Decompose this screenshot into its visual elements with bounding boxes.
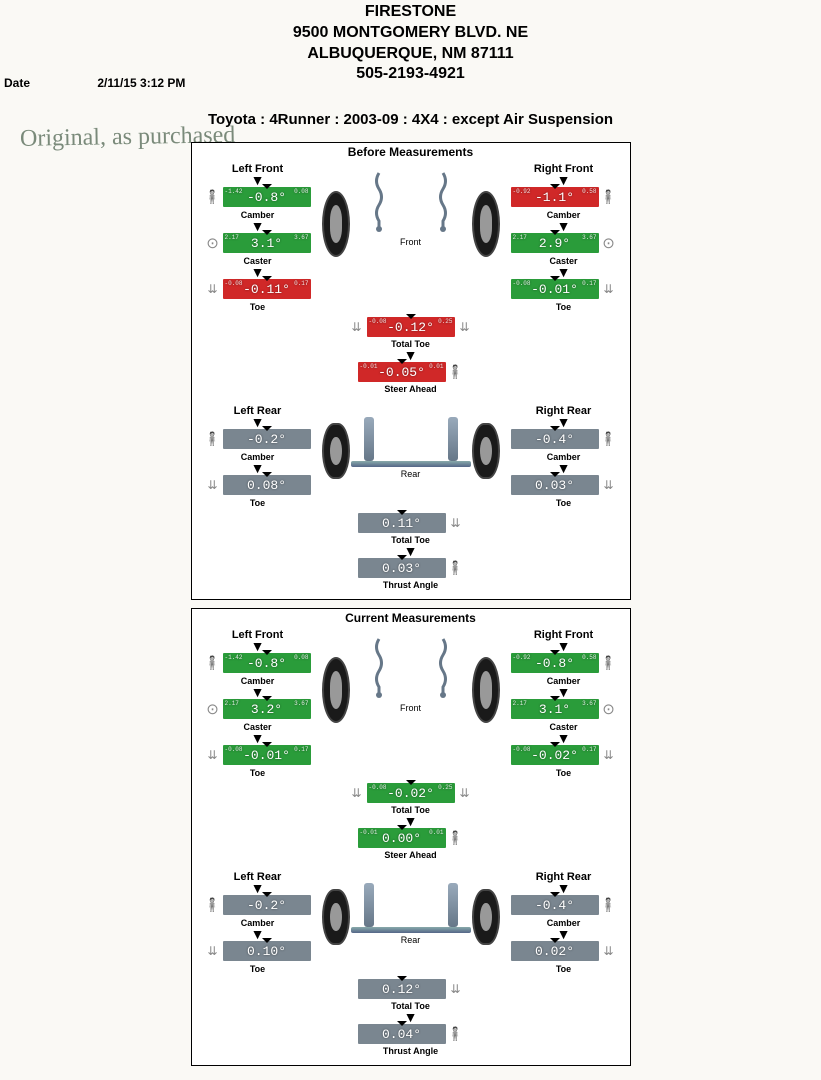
shop-name: FIRESTONE (0, 2, 821, 23)
rear-strut-icon (364, 417, 374, 461)
before-panel: Before Measurements Left Front ▼ -1.42 -… (191, 142, 631, 600)
steer-ahead-gauge-cur: -0.01 0.00° 0.01 (358, 828, 446, 848)
wheel-icon (472, 191, 500, 257)
rear-total-toe-gauge: 0.11° (358, 513, 446, 533)
front-total-toe-gauge: -0.08 -0.12° 0.25 (367, 317, 455, 337)
camber-icon (601, 185, 617, 209)
wheel-icon (322, 191, 350, 257)
thrust-angle-gauge-cur: 0.04° (358, 1024, 446, 1044)
rf-caster-gauge-cur: 2.17 3.1° 3.67 (511, 699, 599, 719)
rear-axle-icon (351, 461, 471, 467)
left-rear-col: Left Rear ▼ -0.2° Camber ▼ 0.08° Toe (198, 405, 318, 509)
wheel-icon (472, 657, 500, 723)
lf-caster-gauge: 2.17 3.1° 3.67 (223, 233, 311, 253)
date-value: 2/11/15 3:12 PM (97, 76, 185, 90)
current-panel: Current Measurements Left Front ▼ -1.42 … (191, 608, 631, 1066)
front-axle-before: Left Front ▼ -1.42 -0.8° 0.08 Camber ▼ (192, 161, 630, 397)
right-rear-col: Right Rear ▼ -0.4° Camber ▼ 0.03° Toe (504, 405, 624, 509)
lf-toe-gauge: -0.08 -0.11° 0.17 (223, 279, 311, 299)
lr-toe-gauge: 0.08° (223, 475, 311, 495)
wheel-icon (472, 889, 500, 945)
rear-axle-before: Left Rear ▼ -0.2° Camber ▼ 0.08° Toe (192, 403, 630, 593)
wheel-icon (322, 657, 350, 723)
rr-toe-gauge: 0.03° (511, 475, 599, 495)
lr-camber-gauge: -0.2° (223, 429, 311, 449)
rf-toe-gauge-cur: -0.08 -0.02° 0.17 (511, 745, 599, 765)
wheel-icon (472, 423, 500, 479)
caster-icon (601, 231, 617, 255)
front-total-toe-gauge-cur: -0.08 -0.02° 0.25 (367, 783, 455, 803)
front-suspension-graphic: Front (370, 167, 452, 247)
rear-axle-icon (351, 927, 471, 933)
date-label: Date (4, 76, 94, 90)
report-header: FIRESTONE 9500 MONTGOMERY BLVD. NE ALBUQ… (0, 0, 821, 85)
right-front-col: Right Front ▼ -0.92 -1.1° 0.58 Camber ▼ … (504, 163, 624, 313)
lf-camber-gauge: -1.42 -0.8° 0.08 (223, 187, 311, 207)
rf-toe-gauge: -0.08 -0.01° 0.17 (511, 279, 599, 299)
date-row: Date 2/11/15 3:12 PM (4, 76, 185, 90)
strut-icon (372, 171, 386, 233)
rf-camber-gauge: -0.92 -1.1° 0.58 (511, 187, 599, 207)
rear-suspension-graphic: Rear (351, 411, 471, 479)
wheel-icon (322, 423, 350, 479)
strut-icon (436, 637, 450, 699)
steer-ahead-gauge: -0.01 -0.05° 0.01 (358, 362, 446, 382)
address-line-2: ALBUQUERQUE, NM 87111 (0, 44, 821, 65)
thrust-angle-gauge: 0.03° (358, 558, 446, 578)
current-title: Current Measurements (192, 609, 630, 627)
rear-strut-icon (364, 883, 374, 927)
rear-axle-current: Left Rear ▼ -0.2° Camber ▼ 0.10° Toe (192, 869, 630, 1059)
before-title: Before Measurements (192, 143, 630, 161)
strut-icon (372, 637, 386, 699)
lf-camber-gauge-cur: -1.42 -0.8° 0.08 (223, 653, 311, 673)
rr-camber-gauge-cur: -0.4° (511, 895, 599, 915)
rear-strut-icon (448, 417, 458, 461)
address-line-1: 9500 MONTGOMERY BLVD. NE (0, 23, 821, 44)
rf-camber-gauge-cur: -0.92 -0.8° 0.58 (511, 653, 599, 673)
camber-icon (205, 185, 221, 209)
wheel-icon (322, 889, 350, 945)
left-front-col: Left Front ▼ -1.42 -0.8° 0.08 Camber ▼ (198, 163, 318, 313)
rr-camber-gauge: -0.4° (511, 429, 599, 449)
front-axle-current: Left Front ▼ -1.42 -0.8° 0.08 Camber ▼ (192, 627, 630, 863)
rear-total-toe-gauge-cur: 0.12° (358, 979, 446, 999)
lf-toe-gauge-cur: -0.08 -0.01° 0.17 (223, 745, 311, 765)
rf-caster-gauge: 2.17 2.9° 3.67 (511, 233, 599, 253)
lf-caster-gauge-cur: 2.17 3.2° 3.67 (223, 699, 311, 719)
rr-toe-gauge-cur: 0.02° (511, 941, 599, 961)
strut-icon (436, 171, 450, 233)
rear-strut-icon (448, 883, 458, 927)
caster-icon (205, 231, 221, 255)
lr-toe-gauge-cur: 0.10° (223, 941, 311, 961)
toe-icon (205, 277, 221, 301)
rear-center-readings: 0.11° Total Toe ▼ 0.03° Thrust Angle (192, 511, 630, 591)
lr-camber-gauge-cur: -0.2° (223, 895, 311, 915)
toe-icon (601, 277, 617, 301)
front-center-readings: -0.08 -0.12° 0.25 Total Toe ▼ -0.01 -0.0… (192, 315, 630, 395)
